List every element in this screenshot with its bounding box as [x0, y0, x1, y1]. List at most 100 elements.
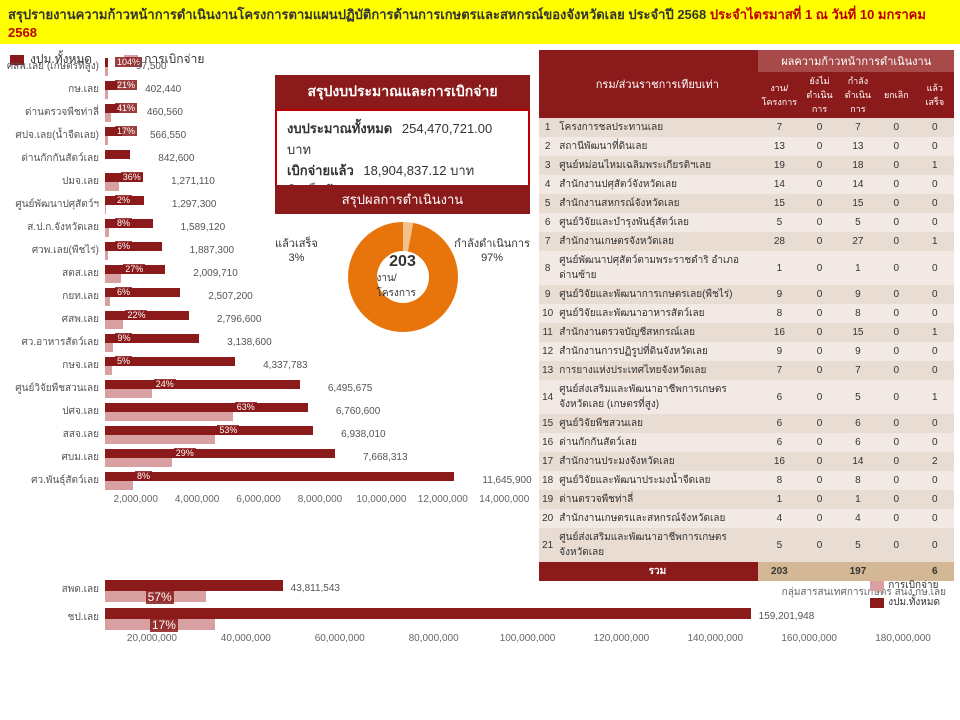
bar-value: 1,887,300	[190, 245, 235, 256]
cell: 0	[877, 433, 915, 452]
cell: 4	[758, 509, 800, 528]
bar-value: 1,589,120	[181, 222, 226, 233]
bar-row: ศวพ.เลย(พืชไร่) 6% 1,887,300	[0, 239, 535, 262]
agency-name: ศูนย์ส่งเสริมและพัฒนาอาชีพการเกษตรจังหวั…	[556, 528, 758, 562]
cell: 0	[877, 156, 915, 175]
table-row: 9ศูนย์วิจัยและพัฒนาการเกษตรเลย(พืชไร่)90…	[539, 285, 954, 304]
table-row: 15ศูนย์วิจัยพืชสวนเลย60600	[539, 414, 954, 433]
cell: 0	[916, 414, 954, 433]
x-tick: 100,000,000	[481, 633, 575, 644]
legend2-total-swatch	[870, 598, 884, 608]
bar-row: กษจ.เลย 5% 4,337,783	[0, 354, 535, 377]
cell: 0	[877, 304, 915, 323]
table-row: 11สำนักงานตรวจบัญชีสหกรณ์เลย1601501	[539, 323, 954, 342]
table-row: 8ศูนย์พัฒนาปศุสัตว์ตามพระราชดำริ อำเภอด่…	[539, 251, 954, 285]
bar-pct: 17%	[115, 126, 137, 136]
cell: 0	[800, 156, 838, 175]
bar-label: ศูนย์วิจัยพืชสวนเลย	[0, 381, 105, 396]
agency-name: ด่านตรวจพืชท่าลี่	[556, 490, 758, 509]
table-row: 5สำนักงานสหกรณ์จังหวัดเลย1501500	[539, 194, 954, 213]
bar-total	[105, 242, 162, 251]
bar-value: 1,297,300	[172, 199, 217, 210]
cell: 5	[839, 380, 877, 414]
bar-value: 2,009,710	[193, 268, 238, 279]
cell: 0	[916, 118, 954, 137]
bar-row: สสจ.เลย 53% 6,938,010	[0, 423, 535, 446]
x-tick: 14,000,000	[474, 494, 535, 505]
bar-pct: 63%	[235, 402, 257, 412]
col-header: แล้วเสร็จ	[916, 72, 954, 118]
legend2-disb-swatch	[870, 581, 884, 591]
bar-value: 1,271,110	[171, 176, 215, 187]
bar-value: 402,440	[145, 84, 181, 95]
bar-label: สสจ.เลย	[0, 427, 105, 442]
bar-value: 460,560	[147, 107, 183, 118]
cell: 0	[800, 251, 838, 285]
bar-disb	[105, 343, 113, 352]
cell: 6	[839, 433, 877, 452]
bar-chart-2: สพด.เลย 57% 43,811,543 ชป.เลย 17% 159,20…	[0, 575, 950, 644]
x-tick: 12,000,000	[412, 494, 473, 505]
page-header: สรุปรายงานความก้าวหน้าการดำเนินงานโครงกา…	[0, 0, 960, 44]
cell: 0	[800, 213, 838, 232]
agency-name: ศูนย์หม่อนไหมเฉลิมพระเกียรติฯเลย	[556, 156, 758, 175]
bar-row: สพด.เลย 57% 43,811,543	[0, 575, 950, 603]
cell: 5	[758, 213, 800, 232]
cell: 0	[916, 433, 954, 452]
agency-name: ศูนย์วิจัยและพัฒนาการเกษตรเลย(พืชไร่)	[556, 285, 758, 304]
bar-label: ชป.เลย	[0, 610, 105, 625]
cell: 6	[758, 380, 800, 414]
x-tick: 8,000,000	[289, 494, 350, 505]
cell: 14	[839, 452, 877, 471]
cell: 0	[877, 361, 915, 380]
cell: 8	[839, 304, 877, 323]
cell: 0	[800, 380, 838, 414]
bar-value: 43,811,543	[291, 583, 340, 594]
legend-right: การเบิกจ่าย งปม.ทั้งหมด	[870, 578, 940, 612]
cell: 1	[758, 490, 800, 509]
x-tick: 180,000,000	[856, 633, 950, 644]
cell: 7	[758, 118, 800, 137]
bar-row: ด่านกักกันสัตว์เลย 842,600	[0, 147, 535, 170]
cell: 0	[877, 452, 915, 471]
bar-pct: 24%	[154, 379, 176, 389]
cell: 0	[877, 118, 915, 137]
cell: 1	[916, 323, 954, 342]
x-tick: 140,000,000	[668, 633, 762, 644]
cell: 0	[800, 194, 838, 213]
bar-disb	[105, 435, 215, 444]
bar-pct: 6%	[115, 287, 132, 297]
bar-row: ปศจ.เลย 63% 6,760,600	[0, 400, 535, 423]
cell: 9	[839, 342, 877, 361]
cell: 15	[839, 194, 877, 213]
cell: 0	[877, 137, 915, 156]
cell: 0	[916, 528, 954, 562]
cell: 0	[800, 137, 838, 156]
table-row: 18ศูนย์วิจัยและพัฒนาประมงน้ำจืดเลย80800	[539, 471, 954, 490]
cell: 0	[800, 471, 838, 490]
bar-label: ศว.อาหารสัตว์เลย	[0, 335, 105, 350]
bar-row: ส.ป.ก.จังหวัดเลย 8% 1,589,120	[0, 216, 535, 239]
bar-label: ศสพ.เลย (เกษตรที่สูง)	[0, 59, 105, 74]
x-tick: 60,000,000	[293, 633, 387, 644]
cell: 1	[839, 490, 877, 509]
cell: 0	[877, 323, 915, 342]
agency-name: สำนักงานสหกรณ์จังหวัดเลย	[556, 194, 758, 213]
agency-name: ศูนย์วิจัยและบำรุงพันธุ์สัตว์เลย	[556, 213, 758, 232]
bar-pct: 8%	[135, 471, 152, 481]
bar-disb	[105, 136, 108, 145]
bar-value: 7,668,313	[363, 452, 408, 463]
bar-disb	[105, 90, 108, 99]
bar-pct: 36%	[121, 172, 143, 182]
x-axis: 20,000,00040,000,00060,000,00080,000,000…	[105, 631, 950, 644]
bar-label: ศว.พันธุ์สัตว์เลย	[0, 473, 105, 488]
cell: 0	[800, 232, 838, 251]
cell: 0	[877, 194, 915, 213]
x-tick: 6,000,000	[228, 494, 289, 505]
bar-total	[105, 580, 283, 591]
bar-value: 4,337,783	[263, 360, 308, 371]
cell: 0	[877, 175, 915, 194]
bar-disb	[105, 228, 109, 237]
agency-name: การยางแห่งประเทศไทยจังหวัดเลย	[556, 361, 758, 380]
col-header: ยกเลิก	[877, 72, 915, 118]
